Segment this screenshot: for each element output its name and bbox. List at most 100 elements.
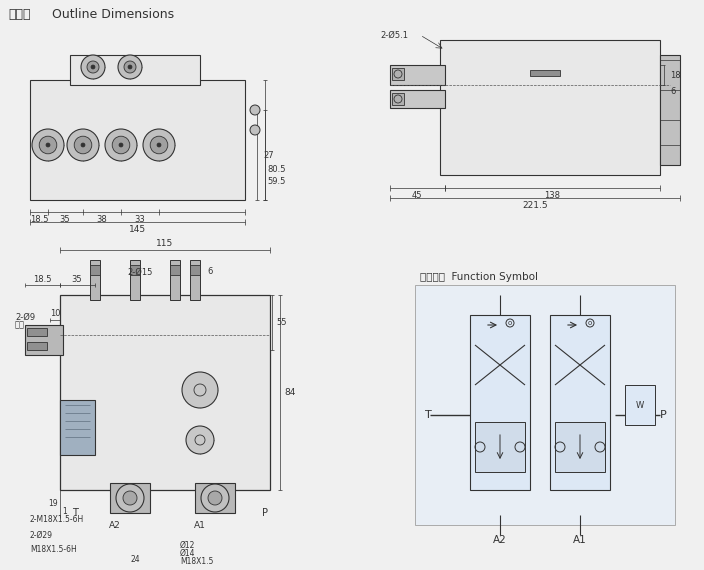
Circle shape [208,491,222,505]
Text: Ø14: Ø14 [180,548,196,557]
Text: T: T [425,410,432,420]
Circle shape [186,426,214,454]
Text: 35: 35 [60,215,70,225]
Text: A2: A2 [109,520,121,530]
Text: 115: 115 [156,238,174,247]
Text: 18: 18 [670,71,681,79]
Text: T: T [72,508,78,518]
Bar [60,400,95,455]
Bar [550,315,610,490]
Text: 38: 38 [96,215,108,225]
Circle shape [32,129,64,161]
Bar [170,265,180,275]
Text: 10: 10 [50,310,61,319]
Text: 通孔: 通孔 [15,320,25,329]
Bar [90,265,100,275]
Text: 59.5: 59.5 [268,177,287,186]
Bar [170,260,180,300]
Text: M18X1.5: M18X1.5 [180,556,213,565]
Text: 55: 55 [277,318,287,327]
Text: 221.5: 221.5 [522,202,548,210]
Text: A2: A2 [493,535,507,545]
Text: 18.5: 18.5 [30,215,49,225]
Bar [625,385,655,425]
Text: 6: 6 [207,267,213,276]
Bar [70,55,200,85]
Text: 2-M18X1.5-6H: 2-M18X1.5-6H [30,515,84,524]
Bar [440,40,660,175]
Bar [130,260,140,300]
Circle shape [250,105,260,115]
Bar [470,315,530,490]
Text: W: W [636,401,644,409]
Text: 6: 6 [670,88,675,96]
Bar [415,285,675,525]
Text: 35: 35 [72,275,82,283]
Text: P: P [262,508,268,518]
Text: M18X1.5-6H: M18X1.5-6H [30,545,77,555]
Text: 2-Ø29: 2-Ø29 [30,531,53,539]
Circle shape [150,136,168,154]
Bar [27,328,47,336]
Circle shape [46,143,50,147]
Text: 24: 24 [130,556,140,564]
Text: 45: 45 [412,192,422,201]
Bar [30,80,245,200]
Circle shape [182,372,218,408]
Circle shape [143,129,175,161]
Bar [60,295,270,490]
Circle shape [81,55,105,79]
Bar [392,68,404,80]
Text: o: o [588,320,592,326]
Text: A1: A1 [194,520,206,530]
Text: 80.5: 80.5 [268,165,287,174]
Bar [660,55,680,165]
Bar [475,422,525,472]
Text: 2-Ø5.1: 2-Ø5.1 [380,31,408,39]
Circle shape [124,61,136,73]
Bar [130,265,140,275]
Text: 外形图: 外形图 [8,7,30,21]
Bar [90,260,100,300]
Text: 33: 33 [134,215,145,225]
Circle shape [112,136,130,154]
Bar [392,93,404,105]
Bar [110,483,150,513]
Bar [190,260,200,300]
Circle shape [105,129,137,161]
Circle shape [74,136,92,154]
Bar [530,70,560,76]
Circle shape [91,65,95,69]
Text: 19: 19 [48,499,58,507]
Circle shape [201,484,229,512]
Circle shape [157,143,161,147]
Text: 138: 138 [544,192,560,201]
Bar [390,65,445,85]
Text: 145: 145 [129,226,146,234]
Bar [25,325,63,355]
Circle shape [81,143,85,147]
Text: 84: 84 [284,388,296,397]
Circle shape [128,65,132,69]
Circle shape [119,143,123,147]
Text: Ø12: Ø12 [180,540,196,549]
Text: P: P [660,410,667,420]
Bar [195,483,235,513]
Text: 1: 1 [63,507,68,515]
Circle shape [87,61,99,73]
Text: 18.5: 18.5 [33,275,51,283]
Text: 2-Ø15: 2-Ø15 [127,267,153,276]
Text: 2-Ø9: 2-Ø9 [15,312,35,321]
Bar [390,90,445,108]
Circle shape [116,484,144,512]
Bar [190,265,200,275]
Text: Outline Dimensions: Outline Dimensions [52,7,174,21]
Text: A1: A1 [573,535,587,545]
Bar [27,342,47,350]
Bar [555,422,605,472]
Circle shape [123,491,137,505]
Circle shape [118,55,142,79]
Text: 27: 27 [264,150,275,160]
Circle shape [250,125,260,135]
Circle shape [39,136,57,154]
